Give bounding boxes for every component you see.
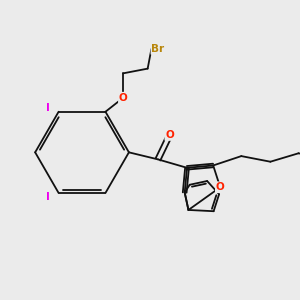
Text: I: I xyxy=(46,103,50,113)
Text: O: O xyxy=(216,182,225,192)
Text: I: I xyxy=(46,192,50,202)
Text: Br: Br xyxy=(152,44,164,54)
Text: O: O xyxy=(119,93,128,103)
Text: O: O xyxy=(165,130,174,140)
